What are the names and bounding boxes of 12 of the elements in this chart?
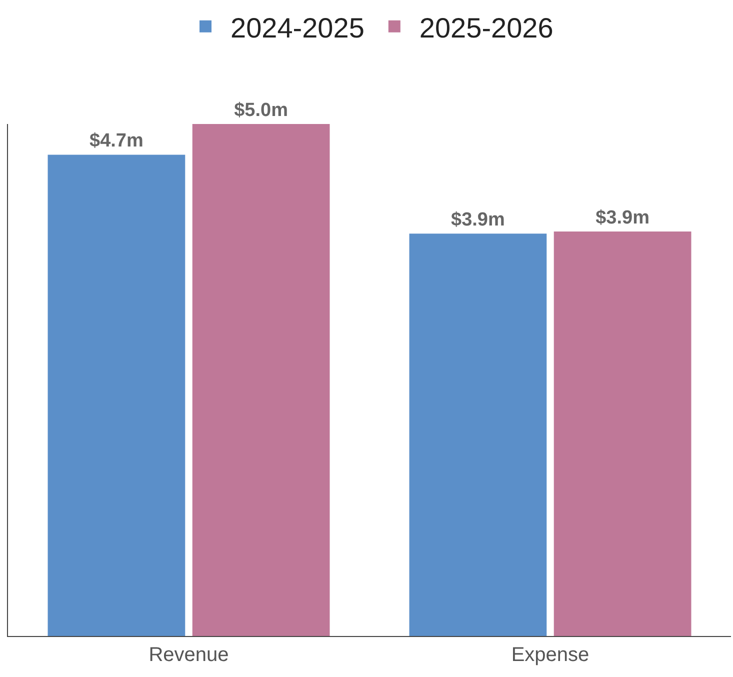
- bar: [192, 124, 330, 636]
- legend-label: 2025-2026: [419, 12, 554, 44]
- bar: [48, 154, 186, 636]
- x-tick-label: Expense: [511, 644, 590, 666]
- bar: [554, 232, 692, 636]
- bar: [409, 234, 547, 636]
- data-label: $4.7m: [90, 130, 144, 152]
- x-tick-label: Revenue: [148, 644, 229, 666]
- data-label: $3.9m: [451, 210, 505, 231]
- data-label: $5.0m: [234, 100, 288, 121]
- data-label: $3.9m: [596, 208, 650, 229]
- legend-label: 2024-2025: [230, 12, 364, 44]
